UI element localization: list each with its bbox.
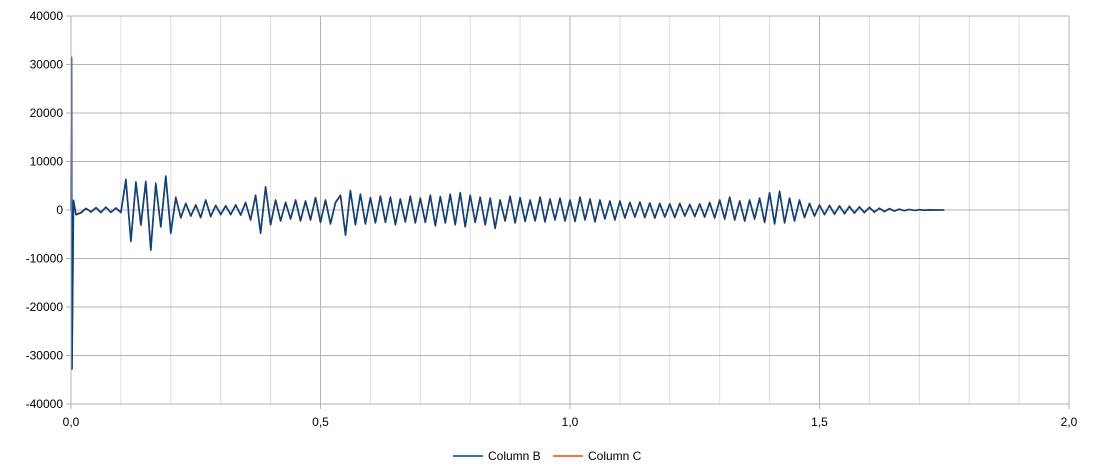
y-tick-label: 10000 xyxy=(30,155,64,169)
axes: 40000 30000 20000 10000 0 -10000 -20000 -30000 -… xyxy=(26,9,1078,429)
x-tick-label: 1,5 xyxy=(811,415,828,429)
series-line-column-b xyxy=(70,56,945,370)
y-tick-label: -20000 xyxy=(26,300,64,314)
series-lines xyxy=(70,56,945,370)
x-tick-label: 2,0 xyxy=(1061,415,1078,429)
y-tick-label: -10000 xyxy=(26,252,64,266)
legend-label: Column C xyxy=(588,449,642,463)
x-tick-label: 1,0 xyxy=(562,415,579,429)
y-tick-label: 30000 xyxy=(30,58,64,72)
y-tick-label: 20000 xyxy=(30,106,64,120)
legend-label: Column B xyxy=(488,449,541,463)
x-tick-label: 0,0 xyxy=(63,415,80,429)
y-tick-label: 40000 xyxy=(30,9,64,23)
y-tick-label: 0 xyxy=(56,203,63,217)
x-tick-label: 0,5 xyxy=(312,415,329,429)
y-tick-label: -30000 xyxy=(26,349,64,363)
y-tick-label: -40000 xyxy=(26,397,64,411)
legend: Column B Column C xyxy=(453,449,642,463)
